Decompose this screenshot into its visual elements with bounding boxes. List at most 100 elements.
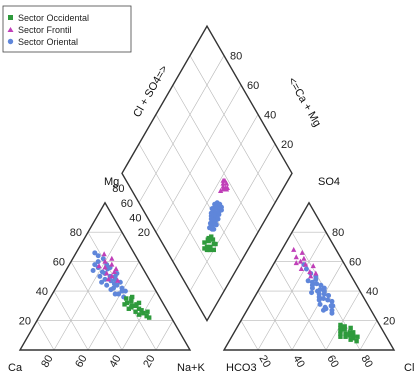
sector-occidental-diamond-point [206,238,211,244]
grid-lines [36,55,378,351]
anion-grid-80-b [359,320,378,351]
sector-oriental-anion-point [330,303,336,309]
diamond-right-tick: 80 [230,51,242,63]
legend-frame [2,5,132,53]
diamond-right-axis-label: <=Ca + Mg [285,76,323,129]
diagram-frames: 20 40 60 80 80 60 40 20 80 60 40 20 20 40 60 80 20 40 60 80… [18,24,396,370]
cation-vertex-nak: Na+K [177,362,205,374]
sector-occidental-anion-point [343,331,348,337]
sector-occidental-diamond-point [211,241,216,247]
sector-oriental-cation-point [92,250,98,256]
sector-frontil-cation-point [101,251,107,257]
sector-oriental-cation-point [104,282,110,288]
sector-frontil-diamond-point [223,180,230,186]
sector-frontil-anion-point [308,273,314,279]
sector-frontil-diamond-point [220,180,226,186]
sector-occidental-anion-point [348,325,353,331]
sector-occidental-anion-point [338,325,343,331]
sector-oriental-cation-point [122,288,128,294]
sector-frontil-anion-point [310,263,316,269]
sector-occidental-cation-point [139,308,144,313]
sector-occidental-anion-point [351,330,356,335]
data-points [90,177,360,344]
diamond-left-tick: 80 [112,183,124,195]
sector-oriental-anion-point [309,290,315,296]
legend-marker-oriental [7,38,14,45]
diamond-grid-80-b [189,55,276,203]
sector-occidental-cation-point [133,309,138,314]
sector-occidental-cation-point [147,315,152,320]
sector-frontil-cation-point [111,268,117,274]
sector-oriental-diamond-point [209,206,215,212]
sector-frontil-anion-point [297,258,304,264]
cation-grid-40-c [53,290,89,351]
sector-occidental-cation-point [141,310,146,316]
anion-vertex-hco3: HCO3 [226,362,257,374]
sector-oriental-anion-point [320,295,326,301]
sector-oriental-diamond-point [209,226,215,232]
diamond-grid-60-a [155,84,242,233]
sector-frontil-anion-point [299,249,305,255]
sector-oriental-anion-point [329,298,335,304]
sector-occidental-anion-point [338,334,343,339]
sector-oriental-diamond-point [213,222,219,228]
diamond-grid-20-a [189,143,276,292]
sector-occidental-cation-point [130,294,135,300]
legend-label-frontil: Sector Frontil [18,25,72,35]
sector-frontil-cation-point [109,261,115,267]
anion-triangle-frame [222,201,396,351]
sector-oriental-cation-point [119,285,125,291]
sector-oriental-anion-point [309,282,315,288]
cation-vertex-ca: Ca [8,362,23,374]
sector-frontil-anion-point [298,266,304,272]
sector-frontil-diamond-point [220,183,226,189]
sector-occidental-anion-point [355,334,360,339]
sector-frontil-cation-point [104,270,110,276]
sector-oriental-anion-point [316,297,322,303]
diamond-left-tick: 40 [129,212,141,224]
sector-frontil-cation-point [105,276,111,282]
diamond-grid-40-b [155,114,242,262]
sector-frontil-diamond-point [218,187,224,193]
diamond-left-tick: 20 [138,227,150,239]
sector-occidental-cation-point [144,313,149,319]
sector-oriental-anion-point [326,293,332,299]
sector-frontil-anion-point [307,268,313,274]
diamond-grid-60-b [172,84,259,233]
anion-right-tick: 60 [349,257,361,269]
cation-triangle-frame [18,201,192,351]
sector-oriental-anion-point [329,307,335,313]
sector-oriental-diamond-point [218,204,224,210]
sector-frontil-anion-point [293,254,299,260]
sector-occidental-cation-point [136,306,142,311]
sector-occidental-cation-point [134,302,139,307]
anion-bottom-tick: 40 [290,353,307,370]
legend-label-occidental: Sector Occidental [18,13,89,23]
sector-oriental-diamond-point [215,216,221,222]
cation-grid-80-b [155,320,174,351]
cation-grid-40-b [87,261,140,351]
sector-oriental-anion-point [317,287,323,293]
sector-occidental-diamond-point [204,247,210,253]
legend-marker-occidental [8,15,13,20]
sector-frontil-diamond-point [223,186,230,192]
sector-occidental-cation-point [136,300,142,306]
anion-bottom-tick: 20 [256,353,273,370]
sector-oriental-anion-point [321,291,327,297]
cation-bottom-tick: 20 [141,353,158,370]
cation-left-tick: 40 [36,286,48,298]
anion-grid-60-c [274,261,327,351]
anion-bottom-tick: 60 [324,353,341,370]
diamond-left-axis-label: Cl + SO4=> [131,63,170,119]
anion-right-tick: 80 [332,227,344,239]
sector-occidental-anion-point [338,328,343,334]
anion-right-tick: 20 [383,316,395,328]
sector-oriental-cation-point [99,279,105,285]
sector-oriental-anion-point [321,285,327,291]
diamond-right-tick: 60 [247,80,259,92]
sector-frontil-cation-point [96,263,102,269]
sector-oriental-anion-point [317,301,323,307]
legend-label-oriental: Sector Oriental [18,37,78,47]
sector-occidental-anion-point [351,336,356,341]
sector-occidental-cation-point [126,306,131,311]
